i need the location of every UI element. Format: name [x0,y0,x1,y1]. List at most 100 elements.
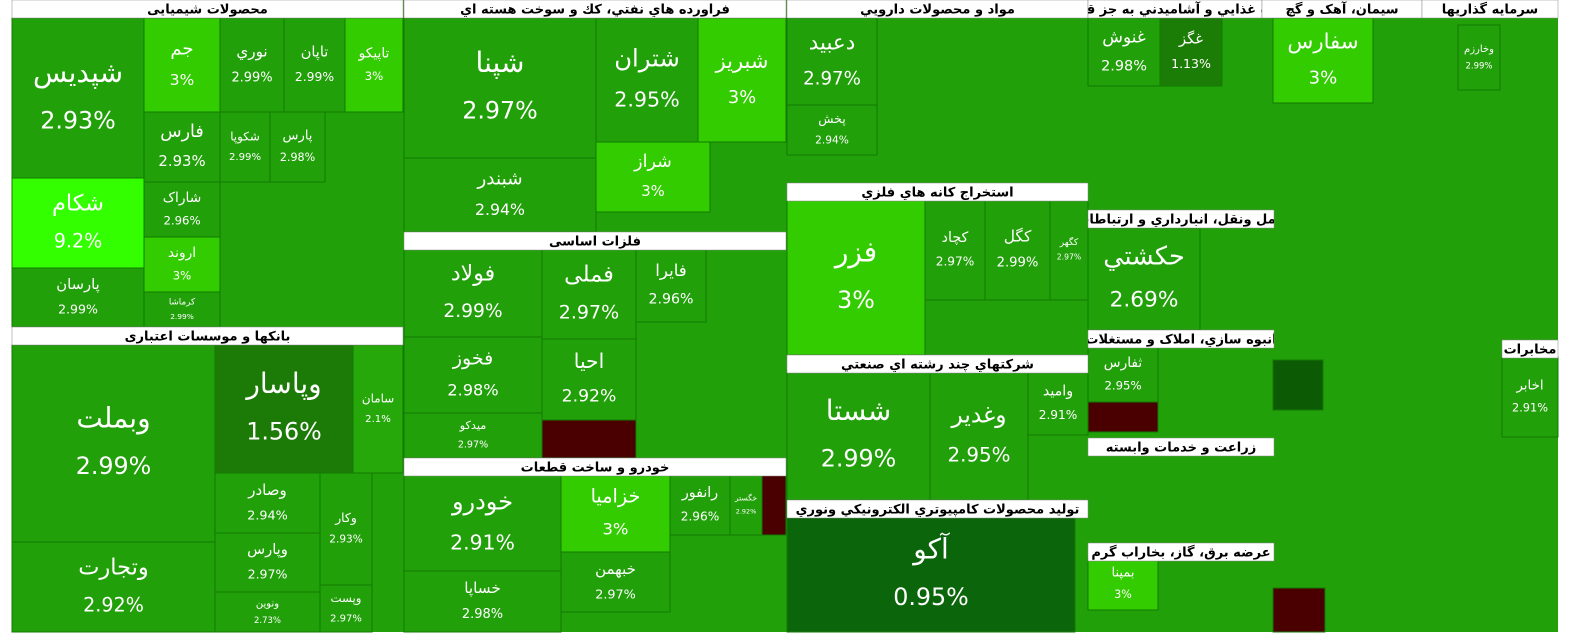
treemap-tile [219,111,271,183]
tile-label: کرماشا [169,298,196,308]
treemap-tile [344,17,404,113]
treemap-tile [269,111,326,183]
small-tile [1272,359,1324,411]
tile-value: 2.98% [1101,58,1147,74]
group-header [403,231,787,251]
treemap-tile [214,591,321,633]
treemap-tile [669,474,731,536]
tile-value: 2.73% [254,616,281,626]
tile-value: 2.98% [447,381,498,400]
group-header [786,354,1089,374]
tile-label: سامان [362,391,394,405]
treemap-tile [319,584,373,633]
treemap-tile [403,570,562,633]
tile-value: 2.94% [815,134,849,147]
tile-value: 2.95% [1104,379,1141,393]
treemap-tile [924,199,986,301]
tile-value: 2.93% [158,152,205,170]
tile-value: 2.97% [1057,253,1081,262]
tile-value: 2.91% [1512,400,1548,414]
treemap-tile [1087,557,1159,611]
tile-label: وامید [1043,383,1073,399]
tile-value: 2.95% [614,88,680,112]
tile-value: 3% [728,87,756,108]
group-title: فراورده هاي نفتي، كك و سوخت هسته اي [460,3,730,18]
treemap-tile [541,248,637,340]
treemap-tile [786,17,878,106]
treemap-tile [11,344,216,543]
tile-value: 3% [170,71,194,89]
tile-value: 2.97% [462,96,538,124]
tile-label: رانفور [681,485,718,501]
tile-value: 3% [173,269,192,283]
tile-label: فزر [833,236,877,269]
treemap-tile [214,472,321,534]
tile-value: 3% [837,286,875,314]
treemap-tile [403,336,543,414]
tile-label: خبهمن [595,560,636,578]
tile-label: فولاد [451,261,495,286]
treemap-tile [403,17,597,159]
tile-value: 2.94% [247,508,288,523]
treemap-tile [11,541,216,633]
tile-value: 3% [641,182,665,200]
tile-value: 2.93% [40,106,116,134]
tile-label: اروند [168,245,196,261]
group-header [1087,209,1275,229]
tile-label: آکو [911,533,950,566]
tile-label: احیا [574,349,604,373]
tile-label: خگستر [734,494,757,503]
group-title: حمل ونقل، انبارداري و ارتباطات [1076,213,1285,228]
tile-value: 2.96% [163,214,200,228]
tile-value: 2.69% [1110,288,1179,313]
treemap-tile [786,104,878,156]
tile-value: 3% [1309,68,1338,89]
group-header [403,0,787,19]
tile-value: 2.99% [58,302,98,317]
treemap-tile [403,157,597,233]
tile-value: 2.91% [450,530,515,554]
tile-value: 9.2% [54,230,103,253]
treemap-tile [319,472,373,586]
group-title: توليد محصولات کامپيوتري الکترونيکي ونوري [796,503,1080,518]
treemap-tile [143,111,221,183]
tile-label: وکار [334,511,357,526]
tile-label: شتران [614,43,680,72]
tile-label: وبملت [76,402,150,435]
tile-value: 3% [365,69,384,83]
treemap-tile [1049,199,1089,301]
group-title: مواد و محصولات دارويي [860,3,1015,18]
group-header [1087,437,1275,457]
tile-value: 3% [1114,588,1132,601]
tile-value: 2.99% [170,312,194,321]
tile-label: کچاد [942,230,969,246]
tile-value: 0.95% [893,583,969,611]
treemap-tile [352,344,404,474]
group-title: سرمایه گذاریها [1442,2,1538,18]
tile-label: فملی [564,261,614,287]
treemap-tile [541,338,637,421]
group-header [1501,339,1559,359]
group-header [1087,329,1275,349]
treemap-tile [786,371,931,501]
group-header [11,326,404,346]
tile-label: بمپنا [1112,565,1135,580]
tile-label: وخارزم [1464,44,1494,55]
group-title: عرضه برق، گاز، بخاراب گرم [1091,545,1270,561]
treemap-tile [1159,17,1223,87]
tile-value: 2.97% [936,255,975,269]
group-title: استخراج کانه هاي فلزي [861,186,1013,201]
tile-value: 2.99% [229,152,262,163]
group-header [403,457,787,477]
tile-value: 2.1% [365,414,391,425]
group-header [1421,0,1559,19]
tile-label: سفارس [1287,29,1358,54]
treemap-tile [11,177,145,269]
treemap-tile [1087,346,1159,403]
tile-label: شاراک [163,190,201,206]
group-title: شرکتهاي چند رشته اي صنعتي [841,358,1034,373]
treemap-tile [560,474,671,553]
tile-label: وصادر [247,481,286,499]
small-tile [1272,587,1326,633]
tile-label: خودرو [451,488,513,516]
